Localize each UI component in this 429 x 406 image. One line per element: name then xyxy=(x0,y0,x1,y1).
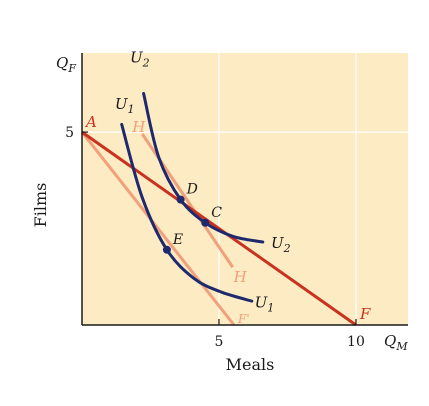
point-C xyxy=(201,218,210,227)
indifference-curve-0 xyxy=(142,92,265,244)
line-label-F-prime: F' xyxy=(237,312,250,326)
line-label-A: A xyxy=(84,113,97,131)
grid xyxy=(82,53,408,325)
point-label-D: D xyxy=(186,182,198,198)
budget-line-0 xyxy=(81,130,357,327)
point-label-C: C xyxy=(211,205,222,221)
x-axis-label: Meals xyxy=(226,355,275,374)
curve-label-1-start: U1 xyxy=(115,95,135,116)
curve-label-0-start: U2 xyxy=(130,49,150,70)
labels: A F H H F' U2 U2 U1 U1 DC E xyxy=(84,49,371,326)
curve-label-1-end: U1 xyxy=(255,294,275,315)
plot-background xyxy=(82,53,408,325)
indifference-curve-1 xyxy=(120,122,254,303)
point-E xyxy=(162,245,171,254)
curve-label-0-end: U2 xyxy=(271,234,291,255)
point-label-E: E xyxy=(172,232,183,248)
x-axis-symbol: QM xyxy=(384,332,408,353)
x-tick-label-1: 10 xyxy=(347,334,365,350)
points xyxy=(162,195,210,254)
point-D xyxy=(176,195,185,204)
y-axis-symbol: QF xyxy=(56,54,76,75)
axes xyxy=(81,53,408,326)
budget-line-2 xyxy=(80,131,236,326)
line-label-H-end: H xyxy=(233,268,248,286)
line-label-H-start: H xyxy=(131,118,146,136)
y-axis-label: Films xyxy=(31,183,50,228)
x-tick-label-0: 5 xyxy=(215,334,224,350)
y-tick-label-0: 5 xyxy=(65,125,74,141)
indifference-curves xyxy=(120,92,265,303)
ticks: 5 10 5 xyxy=(65,125,365,350)
line-label-F: F xyxy=(359,305,371,323)
